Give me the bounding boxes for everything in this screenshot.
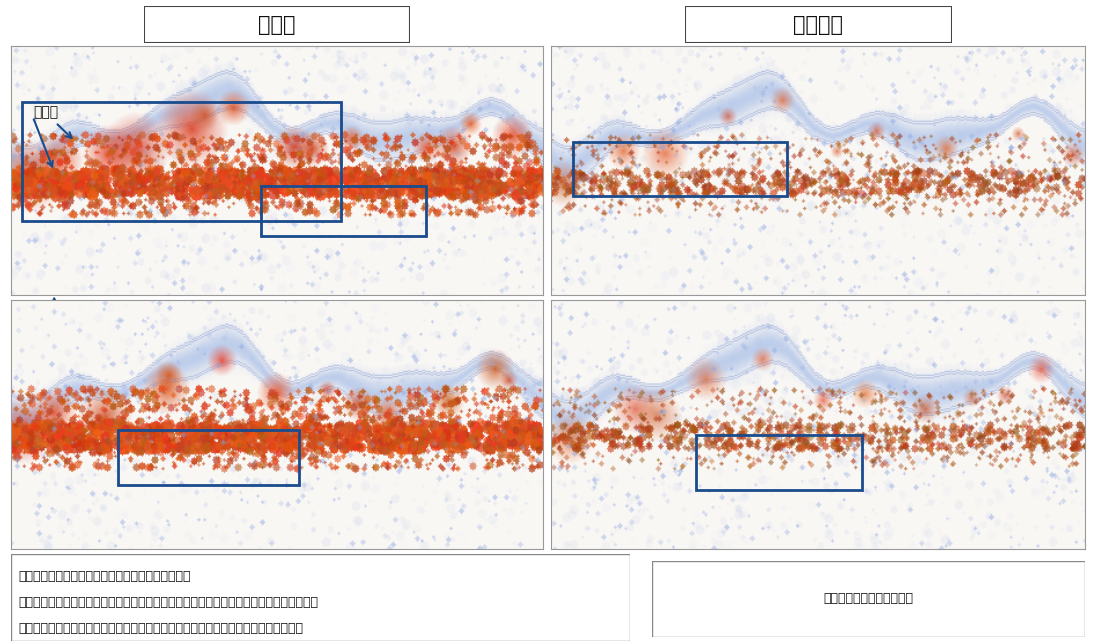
Bar (22, 102, 341, 222)
Text: 小，比较分散。实验证实，使用紧致透肤膜具有明显的分解脂肪作用，分解效果明显。: 小，比较分散。实验证实，使用紧致透肤膜具有明显的分解脂肪作用，分解效果明显。 (19, 622, 303, 635)
Text: 紧致膜组: 紧致膜组 (793, 15, 843, 35)
Bar (573, 142, 787, 196)
Text: 皮下脂肪: 皮下脂肪 (38, 299, 71, 344)
Text: 对照组: 对照组 (258, 15, 295, 35)
Text: 测试数据来自于上海医工院: 测试数据来自于上海医工院 (824, 592, 913, 605)
Bar (261, 186, 427, 236)
Bar (118, 430, 299, 485)
Text: 实验采用油红染色，被染成红色的是皮下脂肪油滴；: 实验采用油红染色，被染成红色的是皮下脂肪油滴； (19, 570, 190, 583)
Bar (696, 435, 862, 490)
Text: 对照组脂肪油滴颜色较深，颗粒较大，比较饱满；使用紧致膜组脂肪油滴颜色较浅，颗粒碎: 对照组脂肪油滴颜色较深，颗粒较大，比较饱满；使用紧致膜组脂肪油滴颜色较浅，颗粒碎 (19, 596, 318, 609)
Text: 皮脂腺: 皮脂腺 (33, 106, 71, 138)
